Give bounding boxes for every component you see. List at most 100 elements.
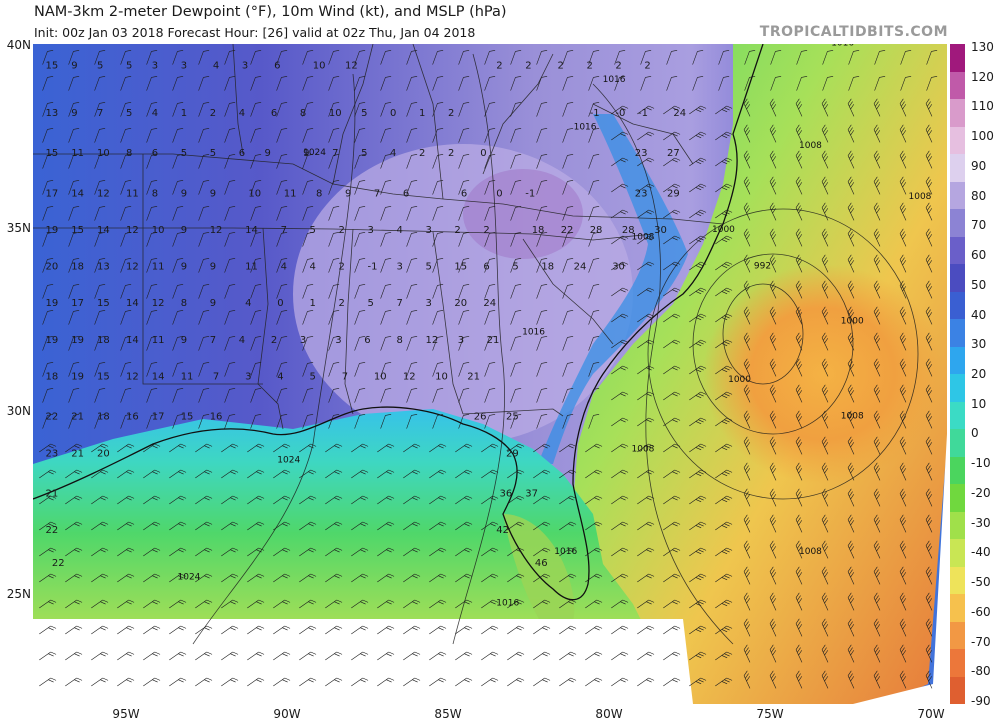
wind-barb — [377, 469, 395, 479]
wind-barb — [637, 469, 655, 479]
wind-barb — [195, 469, 213, 479]
dewpoint-value: 8 — [316, 188, 322, 199]
wind-barb — [65, 677, 83, 687]
wind-barb — [276, 232, 288, 247]
wind-barb — [743, 332, 751, 351]
wind-barb — [169, 599, 187, 609]
wind-barb — [873, 488, 881, 507]
wind-barb — [429, 443, 447, 453]
wind-barb — [250, 206, 262, 221]
wind-barb — [380, 284, 392, 299]
wind-barb — [689, 157, 707, 167]
wind-barb — [744, 76, 756, 91]
wind-barb — [769, 202, 777, 221]
wind-barb — [795, 462, 803, 481]
wind-barb — [94, 284, 106, 299]
wind-barb — [221, 625, 239, 635]
wind-barb — [224, 310, 236, 325]
wind-barb — [302, 180, 314, 195]
wind-barb — [663, 651, 681, 661]
dewpoint-value: 5 — [426, 262, 432, 273]
dewpoint-value: 2 — [558, 60, 564, 71]
wind-barb — [276, 362, 288, 377]
wind-barb — [873, 644, 881, 663]
wind-barb — [925, 98, 933, 117]
wind-barb — [795, 644, 803, 663]
wind-barb — [169, 521, 187, 531]
dewpoint-value: 13 — [46, 108, 59, 119]
wind-barb — [795, 410, 803, 429]
wind-barb — [510, 284, 522, 299]
wind-barb — [899, 202, 907, 221]
wind-barb — [559, 443, 577, 453]
wind-barb — [250, 76, 262, 91]
colorbar-segment — [950, 539, 965, 567]
wind-barb — [663, 599, 681, 609]
wind-barb — [536, 76, 548, 91]
wind-barb — [821, 462, 829, 481]
wind-barb — [611, 131, 629, 141]
mslp-value: 1024 — [303, 148, 326, 158]
wind-barb — [899, 254, 907, 273]
wind-barb — [743, 280, 751, 299]
wind-barb — [822, 76, 834, 91]
wind-barb — [377, 625, 395, 635]
colorbar-tick-label: -20 — [971, 485, 991, 500]
wind-barb — [769, 644, 777, 663]
dewpoint-value: 30 — [612, 262, 625, 273]
wind-barb — [611, 235, 629, 245]
forecast-info: Init: 00z Jan 03 2018 Forecast Hour: [26… — [34, 25, 476, 40]
wind-barb — [429, 547, 447, 557]
dewpoint-value: 16 — [126, 412, 139, 423]
wind-barb — [455, 651, 473, 661]
wind-barb — [925, 462, 933, 481]
wind-barb — [562, 258, 574, 273]
wind-barb — [899, 410, 907, 429]
wind-barb — [146, 310, 158, 325]
wind-barb — [795, 254, 803, 273]
wind-barb — [510, 232, 522, 247]
wind-barb — [432, 284, 444, 299]
wind-barb — [146, 336, 158, 351]
wind-barb — [328, 76, 340, 91]
dewpoint-value: 3 — [397, 262, 403, 273]
wind-barb — [769, 592, 777, 611]
wind-barb — [899, 670, 907, 689]
wind-barb — [65, 651, 83, 661]
wind-barb — [354, 206, 366, 221]
wind-barb — [432, 336, 444, 351]
dewpoint-value: 3 — [458, 335, 464, 346]
wind-barb — [403, 573, 421, 583]
wind-barb — [172, 284, 184, 299]
wind-barb — [562, 50, 574, 65]
dewpoint-value: 3 — [300, 335, 306, 346]
wind-barb — [562, 336, 574, 351]
wind-barb — [663, 443, 681, 453]
wind-barb — [172, 362, 184, 377]
wind-barb — [507, 547, 525, 557]
wind-barb — [325, 573, 343, 583]
wind-barb — [821, 618, 829, 637]
wind-barb — [403, 677, 421, 687]
wind-barb — [637, 235, 655, 245]
wind-barb — [611, 339, 629, 349]
wind-barb — [351, 599, 369, 609]
wind-barb — [847, 228, 855, 247]
dewpoint-value: 6 — [403, 188, 409, 199]
wind-barb — [221, 495, 239, 505]
wind-barb — [585, 625, 603, 635]
dewpoint-value: 11 — [181, 371, 194, 382]
wind-barb — [507, 599, 525, 609]
wind-barb — [91, 495, 109, 505]
wind-barb — [172, 76, 184, 91]
wind-barb — [195, 547, 213, 557]
wind-barb — [795, 124, 803, 143]
wind-barb — [380, 50, 392, 65]
wind-barb — [900, 76, 912, 91]
wind-barb — [406, 102, 418, 117]
wind-barb — [715, 417, 733, 427]
border-line — [482, 53, 554, 175]
wind-barb — [847, 462, 855, 481]
wind-barb — [94, 258, 106, 273]
wind-barb — [689, 131, 707, 141]
